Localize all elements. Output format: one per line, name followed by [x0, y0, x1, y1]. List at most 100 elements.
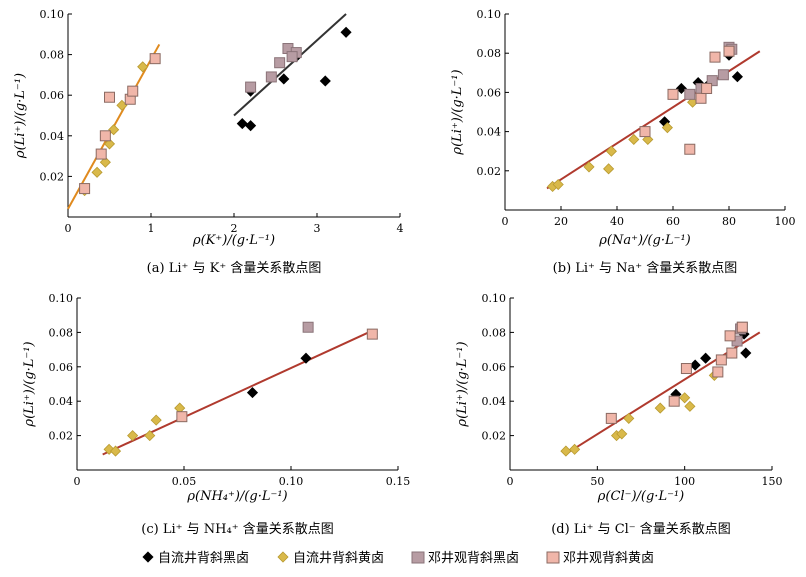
data-point: [675, 82, 687, 95]
x-axis-label: ρ(NH₄⁺)/(g·L⁻¹): [186, 489, 287, 504]
y-axis-label: ρ(Li⁺)/(g·L⁻¹): [22, 341, 37, 427]
data-point: [583, 161, 595, 173]
panel-caption: (d) Li⁺ 与 Cl⁻ 含量关系散点图: [551, 521, 731, 537]
data-point: [679, 392, 691, 404]
legend-label: 邓井观背斜黄卤: [563, 550, 654, 566]
data-point: [736, 321, 748, 333]
x-tick-label: 4: [397, 222, 404, 235]
data-point: [176, 411, 188, 423]
data-point: [639, 126, 651, 138]
x-tick-label: 50: [590, 475, 604, 488]
data-point: [99, 130, 111, 142]
data-point: [245, 120, 257, 132]
y-tick-label: 0.10: [40, 8, 65, 21]
panel-caption: (c) Li⁺ 与 NH₄⁺ 含量关系散点图: [141, 521, 333, 537]
data-point: [709, 51, 721, 63]
legend-marker-icon: [277, 551, 289, 563]
data-point: [319, 75, 331, 87]
scatter-panel-3: 0 0.05 0.10 0.150.020.040.060.080.10ρ(NH₄⁺)…: [22, 292, 410, 537]
data-point: [127, 85, 139, 97]
x-tick-label: 100: [775, 215, 796, 228]
x-tick-label: 40: [610, 215, 624, 228]
x-axis-label: ρ(Na⁺)/(g·L⁻¹): [598, 233, 690, 248]
data-point: [552, 178, 564, 191]
trend-line: [233, 13, 347, 117]
data-point: [569, 443, 581, 455]
data-point: [684, 143, 696, 155]
x-tick-label: 0: [502, 215, 509, 228]
x-tick-label: 100: [674, 475, 695, 488]
y-tick-label: 0.06: [477, 86, 502, 99]
legend-marker-icon: [411, 551, 425, 564]
x-tick-label: 0.10: [279, 475, 304, 488]
data-point: [302, 321, 314, 333]
y-tick-label: 0.02: [477, 165, 502, 178]
y-tick-label: 0.02: [482, 430, 507, 443]
y-tick-label: 0.08: [49, 326, 74, 339]
legend-marker-icon: [546, 551, 560, 564]
data-point: [150, 414, 162, 426]
data-point: [103, 138, 116, 150]
x-tick-label: 20: [554, 215, 568, 228]
data-point: [715, 354, 727, 366]
data-point: [109, 445, 122, 457]
y-tick-label: 0.02: [49, 430, 74, 443]
data-point: [654, 402, 666, 414]
data-point: [706, 75, 718, 87]
data-point: [236, 118, 248, 130]
data-point: [717, 69, 729, 81]
y-axis-label: ρ(Li⁺)/(g·L⁻¹): [455, 341, 470, 427]
y-tick-label: 0.10: [477, 8, 502, 21]
data-point: [91, 166, 103, 178]
data-point: [701, 82, 713, 94]
x-tick-label: 3: [314, 222, 321, 235]
legend: 自流井背斜黑卤 自流井背斜黄卤 邓井观背斜黑卤 邓井观背斜黄卤: [142, 550, 654, 566]
x-tick-label: 0: [507, 475, 514, 488]
data-point: [623, 412, 635, 424]
data-point: [366, 328, 378, 340]
y-tick-label: 0.08: [477, 47, 502, 60]
y-tick-label: 0.04: [482, 395, 507, 408]
data-point: [667, 88, 679, 100]
x-tick-label: 80: [722, 215, 736, 228]
data-point: [340, 26, 352, 38]
panel-caption: (b) Li⁺ 与 Na⁺ 含量关系散点图: [553, 260, 738, 276]
x-tick-label: 0.15: [386, 475, 411, 488]
data-point: [684, 400, 696, 412]
data-point: [79, 183, 91, 195]
data-point: [731, 71, 743, 83]
y-tick-label: 0.10: [482, 292, 507, 305]
data-point: [144, 430, 156, 442]
data-point: [605, 412, 617, 424]
y-tick-label: 0.04: [477, 126, 502, 139]
x-tick-label: 2: [231, 222, 238, 235]
legend-item: 自流井背斜黄卤: [277, 550, 384, 566]
data-point: [127, 430, 139, 442]
data-point: [695, 92, 707, 104]
data-point: [628, 133, 640, 146]
scatter-panel-2: 0 20 40 60 80 100 0.02 0.04 0.06 0.08 0.10 ρ(Na⁺)/(…: [450, 8, 796, 276]
data-point: [723, 45, 735, 57]
y-tick-label: 0.10: [49, 292, 74, 305]
data-point: [605, 145, 617, 157]
data-point: [300, 352, 312, 364]
data-point: [245, 81, 257, 93]
data-point: [668, 395, 680, 407]
y-tick-label: 0.04: [40, 130, 65, 143]
data-point: [700, 352, 712, 364]
x-tick-label: 60: [666, 215, 680, 228]
legend-marker-icon: [142, 551, 154, 563]
data-point: [560, 445, 572, 457]
x-tick-label: 0.05: [172, 475, 197, 488]
data-point: [724, 330, 736, 342]
data-point: [712, 366, 724, 378]
legend-item: 邓井观背斜黑卤: [411, 550, 519, 566]
legend-label: 自流井背斜黄卤: [293, 550, 384, 566]
data-point: [99, 156, 111, 168]
legend-label: 邓井观背斜黑卤: [428, 550, 519, 566]
x-tick-label: 1: [148, 222, 155, 235]
legend-item: 自流井背斜黑卤: [142, 550, 249, 566]
scatter-panel-4: 0 50 100 150 0.02 0.04 0.06 0.08 0.10 ρ(Cl⁻)/(g·L…: [455, 292, 783, 537]
data-point: [108, 124, 120, 136]
